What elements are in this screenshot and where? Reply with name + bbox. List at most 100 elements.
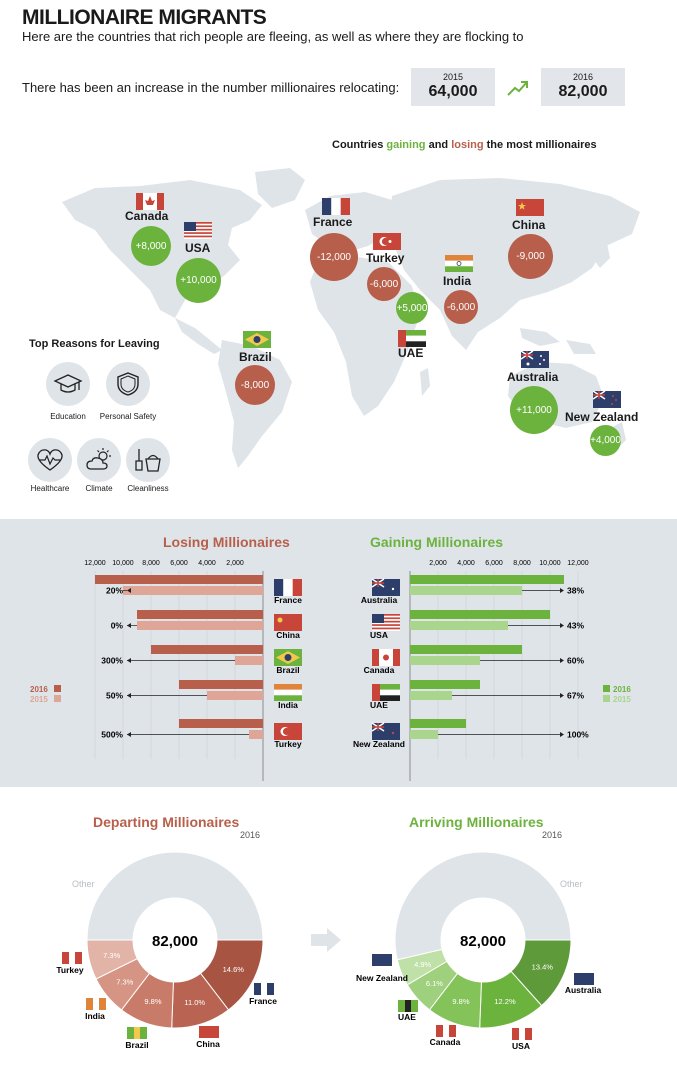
tick-label: 10,000 (112, 560, 134, 567)
arrow-head (560, 658, 564, 663)
arrow-head (127, 588, 131, 593)
donut-country-label: India (85, 1011, 105, 1021)
other-label: Other (72, 879, 95, 889)
brazil-flag-icon (243, 331, 271, 348)
legend-swatch-2015 (603, 695, 610, 702)
donut-country-label: France (249, 996, 277, 1006)
arrow-head (127, 658, 131, 663)
country-label-new-zealand: New Zealand (565, 410, 639, 424)
bar-2016 (95, 575, 263, 584)
new-zealand-flag-icon (593, 391, 621, 408)
tick-label: 4,000 (198, 560, 216, 567)
arriving-year: 2016 (542, 830, 563, 840)
donut-slice (86, 851, 264, 941)
arrow-head (560, 732, 564, 737)
bubble-australia: +11,000 (510, 386, 558, 434)
brazil-flag-icon (127, 1027, 147, 1039)
china-flag-icon (516, 199, 544, 216)
cloud-sun-icon (77, 438, 121, 482)
tick-label: 6,000 (170, 560, 188, 567)
reason-label: Climate (85, 484, 113, 493)
year-label: 2015 (442, 72, 464, 82)
category-label: New Zealand (353, 739, 405, 749)
tick-label: 12,000 (567, 560, 589, 567)
slice-label: 9.8% (452, 997, 469, 1006)
category-label: India (278, 700, 298, 710)
category-label: Turkey (274, 739, 302, 749)
departing-year: 2016 (240, 830, 261, 840)
year-value: 82,000 (558, 83, 608, 100)
change-label: 67% (567, 691, 584, 701)
change-label: 300% (101, 656, 123, 666)
donut-country-label: Canada (430, 1037, 461, 1047)
country-label-australia: Australia (507, 370, 559, 384)
change-label: 0% (111, 621, 124, 631)
donut-country-label: Turkey (56, 965, 84, 975)
bubble-canada: +8,000 (131, 226, 171, 266)
bubble-usa: +10,000 (176, 258, 221, 303)
uae-flag-icon (372, 684, 400, 701)
gaining-chart-title: Gaining Millionaires (370, 534, 504, 550)
bubble-turkey: -6,000 (367, 267, 401, 301)
category-label: Brazil (276, 665, 299, 675)
uae-flag-icon (398, 1000, 418, 1012)
legend-label-2015: 2015 (613, 695, 631, 704)
donut-slice (394, 851, 572, 961)
australia-flag-icon (574, 973, 594, 985)
usa-flag-icon (512, 1028, 532, 1040)
turkey-flag-icon (274, 723, 302, 740)
brazil-flag-icon (274, 649, 302, 666)
bubble-new-zealand: +4,000 (590, 425, 621, 456)
bar-2016 (410, 610, 550, 619)
tick-label: 4,000 (457, 560, 475, 567)
slice-label: 9.8% (144, 997, 161, 1006)
new-zealand-flag-icon (372, 954, 392, 966)
tick-label: 6,000 (485, 560, 503, 567)
reason-label: Cleanliness (127, 484, 169, 493)
donut-country-label: UAE (398, 1012, 416, 1022)
canada-flag-icon (136, 193, 164, 210)
increase-text: There has been an increase in the number… (22, 80, 400, 95)
bubble-brazil: -8,000 (235, 365, 275, 405)
change-label: 100% (567, 730, 589, 740)
category-label: Australia (361, 595, 398, 605)
bar-2015 (123, 586, 263, 595)
year-label: 2016 (572, 72, 594, 82)
turkey-flag-icon (62, 952, 82, 964)
canada-flag-icon (372, 649, 400, 666)
category-label: China (276, 630, 300, 640)
uae-flag-icon (398, 330, 426, 347)
donut-country-label: USA (512, 1041, 530, 1051)
donut-center-value: 82,000 (460, 933, 506, 950)
country-label-india: India (443, 274, 472, 288)
turkey-flag-icon (373, 233, 401, 250)
bar-2016 (410, 645, 522, 654)
category-label: France (274, 595, 302, 605)
slice-label: 7.3% (116, 977, 133, 986)
reason-label: Education (50, 412, 86, 421)
change-label: 60% (567, 656, 584, 666)
canada-flag-icon (436, 1025, 456, 1037)
tick-label: 10,000 (539, 560, 561, 567)
donut-country-label: Brazil (125, 1040, 148, 1050)
page-subtitle: Here are the countries that rich people … (22, 29, 524, 44)
legend-swatch-2016 (54, 685, 61, 692)
change-label: 500% (101, 730, 123, 740)
tick-label: 2,000 (226, 560, 244, 567)
category-label: UAE (370, 700, 388, 710)
bar-2016 (179, 719, 263, 728)
country-label-turkey: Turkey (366, 251, 405, 265)
departing-title: Departing Millionaires (93, 814, 240, 830)
losing-chart-title: Losing Millionaires (163, 534, 290, 550)
map-legend: Countries gaining and losing the most mi… (332, 139, 597, 151)
country-label-brazil: Brazil (239, 350, 272, 364)
slice-label: 11.0% (184, 998, 205, 1007)
slice-label: 7.3% (103, 951, 120, 960)
arrow-head (127, 623, 131, 628)
arrow-right-icon (311, 928, 341, 952)
usa-flag-icon (372, 614, 400, 631)
australia-flag-icon (371, 578, 400, 596)
bar-chart-section (0, 519, 677, 787)
bar-2016 (410, 575, 564, 584)
india-flag-icon (86, 998, 106, 1010)
